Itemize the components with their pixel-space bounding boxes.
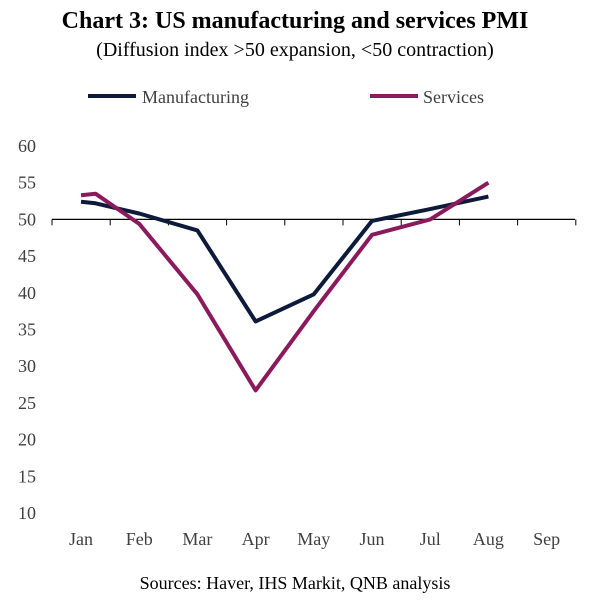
- series-layer: [80, 181, 490, 393]
- y-tick-label: 35: [18, 320, 36, 340]
- legend-label: Manufacturing: [142, 87, 249, 107]
- y-tick-label: 25: [18, 393, 36, 413]
- axes: 10 15 20 25 30 35 40 45 50 55 60 Jan Feb Mar Apr May Jun…: [18, 136, 577, 549]
- series-line: [80, 181, 490, 393]
- y-tick-label: 60: [18, 136, 36, 156]
- x-tick-label: Jun: [359, 529, 384, 549]
- x-tick-label: Jul: [420, 529, 441, 549]
- y-tick-label: 40: [18, 283, 36, 303]
- legend-label: Services: [423, 87, 484, 107]
- x-tick-label: Mar: [182, 529, 212, 549]
- chart-title: Chart 3: US manufacturing and services P…: [61, 8, 529, 34]
- chart-source: Sources: Haver, IHS Markit, QNB analysis: [139, 573, 451, 593]
- x-tick-label: May: [297, 529, 330, 549]
- x-tick-label: Jan: [69, 529, 93, 549]
- chart-subtitle: (Diffusion index >50 expansion, <50 cont…: [96, 39, 494, 61]
- x-tick-label: Apr: [242, 529, 270, 549]
- y-tick-label: 30: [18, 356, 36, 376]
- y-tick-label: 55: [18, 173, 36, 193]
- legend: Manufacturing Services: [88, 87, 484, 107]
- y-tick-label: 15: [18, 466, 36, 486]
- series-line: [80, 194, 489, 324]
- y-tick-label: 20: [18, 430, 36, 450]
- x-tick-label: Sep: [533, 529, 560, 549]
- x-tick-label: Aug: [473, 529, 504, 549]
- y-tick-label: 45: [18, 246, 36, 266]
- x-tick-label: Feb: [126, 529, 153, 549]
- y-tick-label: 10: [18, 503, 36, 523]
- y-tick-label: 50: [18, 209, 36, 229]
